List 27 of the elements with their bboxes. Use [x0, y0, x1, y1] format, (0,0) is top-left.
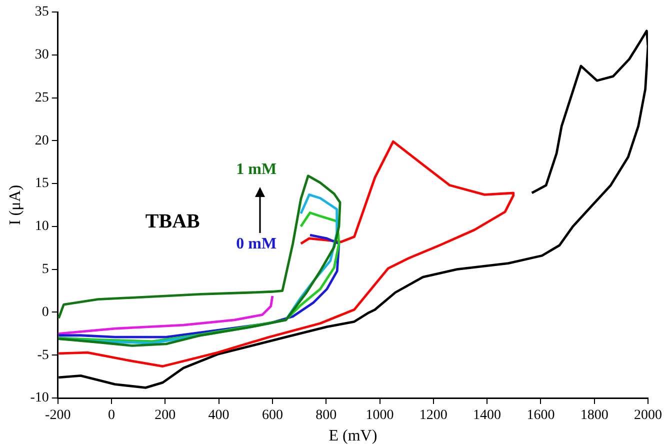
- y-tick-label: 10: [34, 219, 49, 234]
- annotation: 1 mM: [236, 160, 277, 178]
- x-axis-title: E (mV): [328, 428, 378, 445]
- y-tick-label: 35: [34, 4, 49, 20]
- x-tick-label: 0: [108, 408, 116, 424]
- x-tick-label: 200: [154, 408, 176, 424]
- y-tick-label: -10: [30, 390, 49, 406]
- y-tick-label: 30: [34, 48, 49, 63]
- y-tick-label: 25: [34, 90, 49, 106]
- x-tick-label: 400: [208, 408, 230, 424]
- x-tick-label: 1400: [473, 408, 502, 424]
- x-tick-label: -200: [45, 408, 71, 424]
- y-axis-title: I (μA): [6, 184, 24, 226]
- x-tick-label: 800: [316, 408, 337, 424]
- x-tick-label: 600: [262, 408, 283, 424]
- x-tick-label: 2000: [634, 408, 662, 424]
- y-tick-label: 15: [34, 176, 49, 192]
- y-tick-label: 5: [42, 262, 49, 278]
- x-tick-label: 1800: [580, 408, 608, 424]
- y-tick-label: 0: [42, 304, 49, 320]
- x-tick-label: 1200: [419, 408, 448, 424]
- y-tick-label: -5: [37, 348, 49, 363]
- annotation: TBAB: [145, 210, 200, 232]
- annotation: 0 mM: [236, 236, 277, 253]
- y-tick-label: 20: [34, 133, 49, 148]
- x-tick-label: 1000: [366, 408, 394, 424]
- x-tick-label: 1600: [526, 408, 555, 424]
